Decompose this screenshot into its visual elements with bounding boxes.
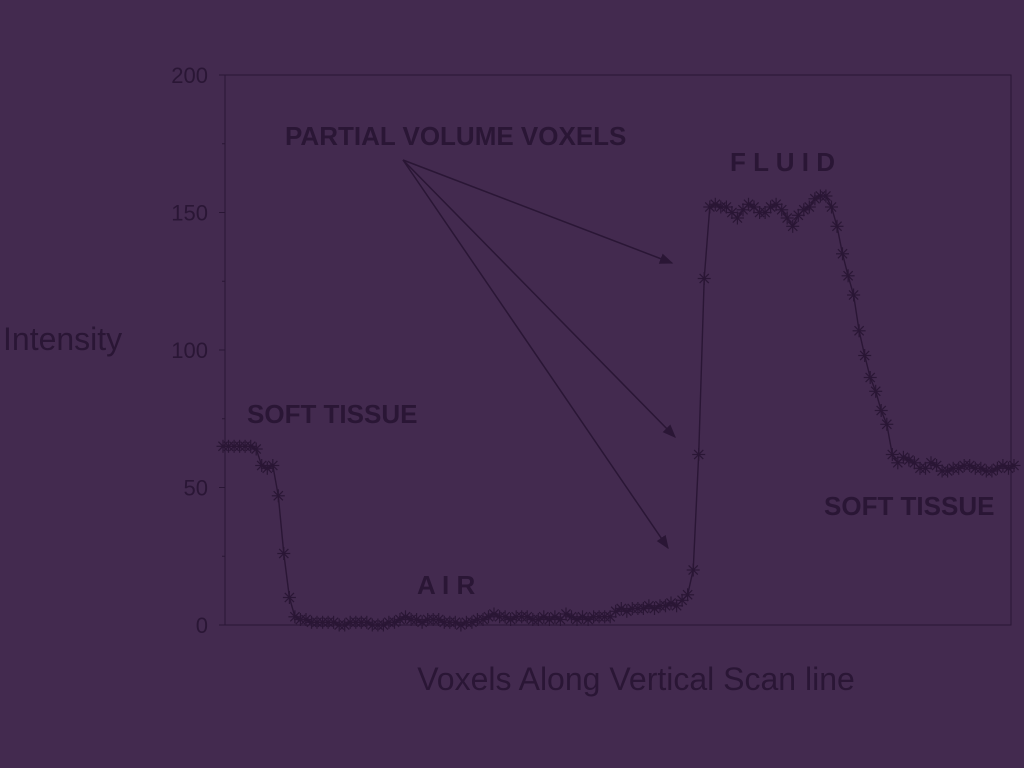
data-point-86 xyxy=(692,448,706,461)
data-point-47 xyxy=(476,613,490,626)
data-point-106 xyxy=(802,200,816,214)
series-markers xyxy=(216,189,1021,632)
x-axis-title: Voxels Along Vertical Scan line xyxy=(417,661,855,697)
data-point-84 xyxy=(681,588,695,602)
data-point-137 xyxy=(974,461,988,475)
data-point-113 xyxy=(841,269,855,283)
data-point-6 xyxy=(249,442,263,456)
annotation-arrows xyxy=(402,159,676,550)
data-point-93 xyxy=(730,211,744,225)
annotation-fluid: F L U I D xyxy=(730,147,835,177)
data-point-89 xyxy=(708,197,722,211)
data-point-117 xyxy=(863,371,877,384)
data-point-77 xyxy=(642,599,656,613)
data-point-98 xyxy=(758,206,772,219)
data-point-143 xyxy=(1007,459,1021,472)
data-point-110 xyxy=(825,200,838,214)
data-point-76 xyxy=(636,602,650,615)
data-point-119 xyxy=(874,404,888,417)
data-point-80 xyxy=(659,599,672,613)
data-point-22 xyxy=(338,618,352,632)
data-point-12 xyxy=(282,591,296,604)
y-tick-label: 200 xyxy=(171,63,208,88)
annotation-soft-tissue-left: SOFT TISSUE xyxy=(247,399,417,429)
data-point-139 xyxy=(985,464,999,478)
data-point-102 xyxy=(780,211,794,225)
data-point-51 xyxy=(498,610,512,624)
data-point-5 xyxy=(244,439,258,453)
data-point-112 xyxy=(836,247,849,261)
data-point-120 xyxy=(880,417,894,431)
arrow-to-lower-partial-voxel xyxy=(402,159,669,550)
arrow-to-upper-partial-voxel xyxy=(402,159,674,264)
data-point-125 xyxy=(907,456,921,470)
data-point-52 xyxy=(504,613,518,626)
annotation-partial-volume-voxels: PARTIAL VOLUME VOXELS xyxy=(285,121,626,151)
y-tick-label: 50 xyxy=(184,476,208,501)
y-tick-label: 0 xyxy=(196,613,208,638)
data-point-32 xyxy=(393,613,407,626)
data-point-15 xyxy=(299,613,313,626)
data-point-64 xyxy=(570,613,584,626)
data-point-123 xyxy=(896,450,910,464)
data-point-124 xyxy=(902,453,916,467)
data-point-35 xyxy=(410,613,424,626)
data-point-115 xyxy=(852,324,866,338)
data-point-95 xyxy=(742,197,755,211)
y-axis-title: Intensity xyxy=(3,321,122,357)
data-point-121 xyxy=(885,448,899,461)
data-point-101 xyxy=(775,203,789,217)
arrow-to-middle-partial-voxel xyxy=(402,159,676,438)
annotation-air: A I R xyxy=(417,570,475,600)
data-point-10 xyxy=(271,489,285,503)
data-point-57 xyxy=(531,613,545,626)
data-point-118 xyxy=(869,384,883,398)
annotation-soft-tissue-right: SOFT TISSUE xyxy=(824,491,994,521)
data-point-60 xyxy=(548,610,562,624)
data-point-78 xyxy=(648,602,661,615)
data-point-66 xyxy=(581,613,595,626)
data-point-13 xyxy=(288,610,302,624)
data-point-85 xyxy=(686,563,700,577)
y-tick-label: 150 xyxy=(171,201,208,226)
data-point-62 xyxy=(559,607,573,621)
data-point-36 xyxy=(415,615,429,629)
data-point-109 xyxy=(819,189,833,203)
data-point-96 xyxy=(747,200,761,214)
plot-area-frame xyxy=(224,74,1012,626)
data-point-87 xyxy=(697,272,711,285)
data-point-116 xyxy=(858,349,872,362)
data-point-29 xyxy=(376,618,390,632)
data-point-114 xyxy=(847,288,861,302)
data-point-11 xyxy=(277,547,291,560)
data-point-111 xyxy=(830,219,844,233)
data-point-45 xyxy=(465,615,479,629)
data-point-43 xyxy=(454,618,468,632)
y-tick-label: 100 xyxy=(171,338,208,363)
y-axis: 0 50 100 150 200 xyxy=(171,63,225,638)
data-point-103 xyxy=(786,219,800,233)
data-point-9 xyxy=(266,459,280,472)
